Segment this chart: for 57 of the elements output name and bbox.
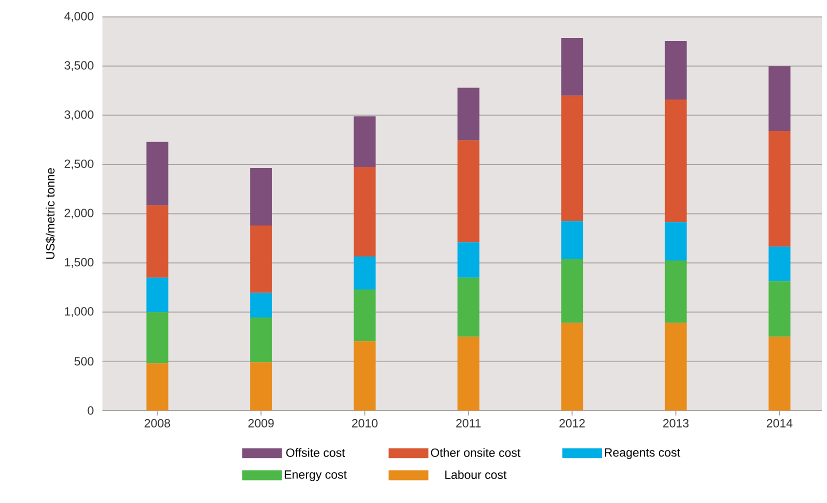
bar [458,88,480,140]
bar [354,256,376,290]
y-tick-label: 2,000 [64,208,94,219]
bar [561,96,584,222]
bar [768,281,790,337]
y-tick-label: 3,500 [64,61,94,72]
bar [768,336,790,411]
bar [146,363,168,411]
y-tick-label: 1,500 [64,258,94,268]
x-tick-label: 2009 [248,419,274,428]
bar [768,66,790,132]
bar [458,242,480,278]
bar [458,140,480,242]
y-tick-label: 0 [88,406,94,415]
bar [354,166,376,257]
bar [561,322,584,411]
bar [664,100,687,222]
legend-label: Reagents cost [605,448,680,460]
bar [146,312,168,364]
bar [561,38,584,96]
legend-label: Other onsite cost [430,448,520,457]
bar [768,246,790,282]
y-tick-label: 4,000 [64,12,94,22]
bar [250,168,272,226]
legend-label: Labour cost [445,470,507,479]
bar [561,221,584,259]
x-tick-label: 2008 [144,419,170,428]
x-tick-label: 2011 [456,419,481,428]
legend-label: Energy cost [284,470,347,482]
legend-label: Offsite cost [286,448,346,457]
y-tick-label: 3,000 [64,110,94,120]
bar [146,142,168,206]
bar [354,289,376,342]
bar [146,205,168,278]
bar [664,41,687,100]
bar [146,278,168,312]
y-axis-title: US$/metric tonne [46,168,56,259]
x-tick-label: 2013 [663,419,689,428]
y-tick-label: 2,500 [64,160,94,170]
x-tick-label: 2010 [352,419,378,428]
x-tick-label: 2012 [559,419,585,428]
bar [664,322,687,411]
bar [458,278,480,337]
bar [250,318,272,362]
bar [250,362,272,411]
x-tick-label: 2014 [766,419,792,428]
bar [561,258,584,323]
bar [250,292,272,318]
bar [458,336,480,411]
bar [664,222,687,260]
bar [250,226,272,293]
y-tick-label: 1,000 [64,307,94,318]
bar [768,131,790,247]
bar [354,116,376,167]
bar [354,341,376,411]
bar [664,260,687,323]
y-tick-label: 500 [74,357,94,366]
